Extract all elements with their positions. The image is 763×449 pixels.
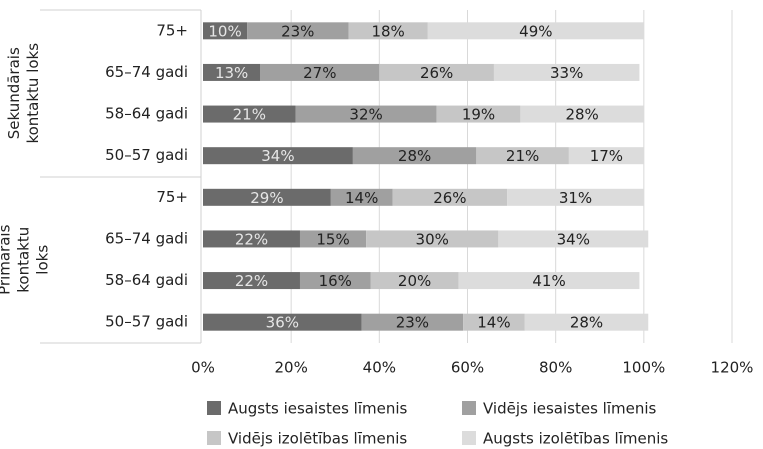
data-label: 28% (570, 314, 603, 332)
bar-segment (260, 63, 380, 81)
y-tick-label: 65–74 gadi (105, 229, 188, 247)
group-label: Sekundārais (5, 47, 23, 139)
data-label: 26% (420, 64, 453, 82)
bar-segment (370, 272, 459, 290)
group-label: loks (34, 245, 52, 275)
data-label: 22% (235, 272, 268, 290)
y-tick-label: 58–64 gadi (105, 105, 188, 123)
bar-segment (203, 230, 300, 248)
group-label: Primārais (0, 224, 14, 294)
x-tick-label: 20% (274, 359, 307, 377)
legend-label: Vidējs izolētības līmenis (228, 430, 407, 448)
data-label: 21% (233, 106, 266, 124)
data-label: 26% (433, 189, 466, 207)
data-label: 32% (349, 106, 382, 124)
bar-segment (524, 313, 649, 331)
data-label: 21% (506, 147, 539, 165)
bar-segment (352, 147, 477, 165)
bar-segment (498, 230, 649, 248)
data-label: 30% (416, 230, 449, 248)
bar-segment (295, 105, 437, 123)
legend-swatch (462, 401, 476, 415)
bar-segment (299, 272, 371, 290)
bar-segment (458, 272, 640, 290)
x-tick-label: 40% (363, 359, 396, 377)
data-label: 29% (250, 189, 283, 207)
bar-segment (203, 63, 261, 81)
data-label: 20% (398, 272, 431, 290)
bar-segment (493, 63, 640, 81)
bar-segment (299, 230, 367, 248)
legend-swatch (462, 431, 476, 445)
data-label: 18% (371, 22, 404, 40)
bar-segment (203, 313, 362, 331)
data-label: 10% (208, 22, 241, 40)
data-label: 34% (557, 230, 590, 248)
group-label: kontaktu loks (24, 43, 42, 144)
data-label: 19% (462, 106, 495, 124)
y-tick-label: 65–74 gadi (105, 63, 188, 81)
bar-segment (203, 105, 296, 123)
legend-label: Augsts izolētības līmenis (483, 430, 668, 448)
bar-segment (366, 230, 499, 248)
bar-segment (361, 313, 464, 331)
data-label: 41% (532, 272, 565, 290)
data-label: 23% (281, 22, 314, 40)
data-label: 16% (319, 272, 352, 290)
y-tick-label: 75+ (156, 188, 188, 206)
bar-segment (330, 188, 393, 206)
y-tick-label: 50–57 gadi (105, 313, 188, 331)
data-label: 31% (559, 189, 592, 207)
bar-segment (507, 188, 644, 206)
data-label: 17% (590, 147, 623, 165)
data-label: 28% (398, 147, 431, 165)
bar-segment (436, 105, 521, 123)
bar-segment (203, 147, 353, 165)
bar-segment (568, 147, 644, 165)
data-label: 49% (519, 22, 552, 40)
bar-segment (427, 22, 644, 40)
legend-label: Augsts iesaistes līmenis (228, 400, 407, 418)
data-label: 36% (266, 314, 299, 332)
x-tick-label: 0% (191, 359, 215, 377)
data-label: 14% (345, 189, 378, 207)
data-label: 23% (396, 314, 429, 332)
group-label: kontaktu (15, 227, 33, 293)
bar-segment (520, 105, 644, 123)
bar-segment (203, 22, 248, 40)
y-tick-label: 50–57 gadi (105, 146, 188, 164)
data-label: 28% (565, 106, 598, 124)
bar-segment (476, 147, 569, 165)
x-tick-label: 80% (539, 359, 572, 377)
data-label: 14% (477, 314, 510, 332)
legend-swatch (207, 401, 221, 415)
bar-segment (463, 313, 525, 331)
data-label: 13% (215, 64, 248, 82)
bar-segment (203, 188, 331, 206)
bar-segment (379, 63, 494, 81)
data-label: 27% (303, 64, 336, 82)
bar-segment (203, 272, 300, 290)
legend-swatch (207, 431, 221, 445)
bar-segment (392, 188, 508, 206)
data-label: 33% (550, 64, 583, 82)
bar-segment (247, 22, 349, 40)
data-label: 15% (316, 230, 349, 248)
data-label: 22% (235, 230, 268, 248)
data-label: 34% (261, 147, 294, 165)
x-tick-label: 100% (622, 359, 665, 377)
legend-label: Vidējs iesaistes līmenis (483, 400, 657, 418)
x-tick-label: 60% (451, 359, 484, 377)
y-tick-label: 58–64 gadi (105, 271, 188, 289)
bar-segment (348, 22, 428, 40)
x-tick-label: 120% (711, 359, 754, 377)
y-tick-label: 75+ (156, 21, 188, 39)
